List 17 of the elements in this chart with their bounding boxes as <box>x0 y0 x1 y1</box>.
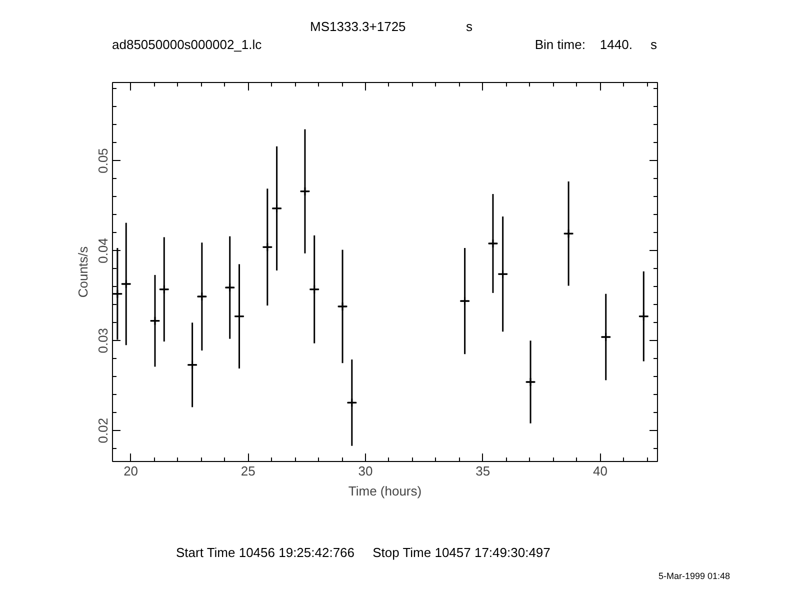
text: 5-Mar-1999 01:48 <box>658 570 730 583</box>
x-tick-label: 35 <box>476 464 490 478</box>
x-tick-label: 20 <box>124 464 138 478</box>
x-tick-label: 25 <box>240 464 256 478</box>
chart-subtitle: ad85050000s000002_1.lc <box>112 36 262 54</box>
y-tick-label: 0.04 <box>96 238 110 264</box>
y-tick-label: 0.03 <box>96 328 110 354</box>
chart-title: MS1333.3+1725 <box>310 18 406 36</box>
y-tick-label: 0.02 <box>96 418 110 444</box>
x-tick-label: 30 <box>358 464 373 478</box>
x-tick-label: 40 <box>593 464 608 478</box>
text: Start Time 10456 19:25:42:766 Stop Time 10457 17:49:30:497 <box>176 544 550 562</box>
y-axis-title: Counts/s <box>76 246 90 298</box>
x-axis-title: Time (hours) <box>348 484 422 498</box>
text: Bin time: 1440. s <box>534 36 657 54</box>
y-tick-label: 0.05 <box>96 148 110 174</box>
text: s <box>466 18 472 36</box>
